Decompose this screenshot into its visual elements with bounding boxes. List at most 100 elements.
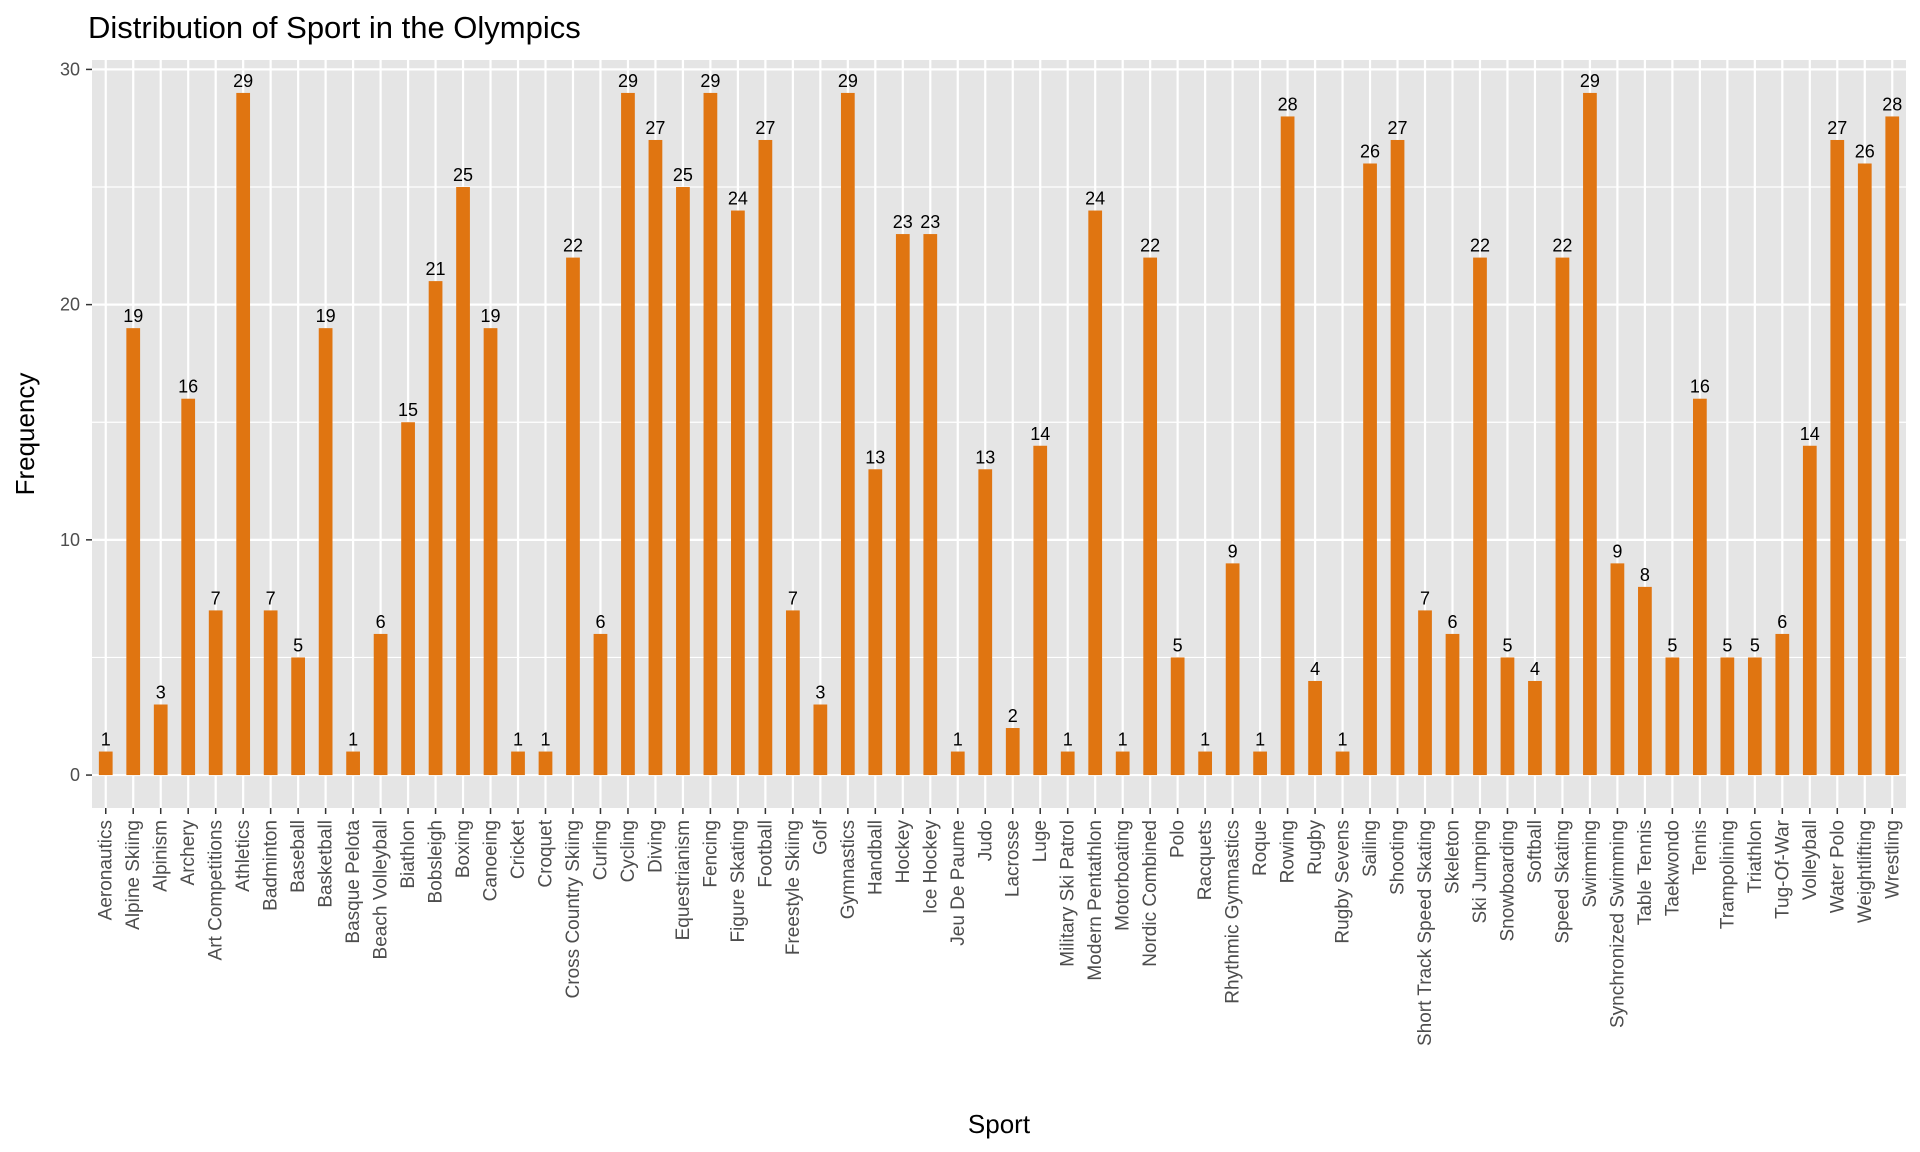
data-label: 28 (1882, 94, 1902, 114)
data-label: 23 (893, 212, 913, 232)
data-label: 7 (211, 588, 221, 608)
data-label: 23 (920, 212, 940, 232)
data-label: 26 (1855, 141, 1875, 161)
x-tick-label: Figure Skating (728, 820, 749, 943)
bars (98, 92, 1900, 776)
data-label: 5 (293, 635, 303, 655)
x-tick-label: Polo (1168, 820, 1189, 858)
bar (978, 469, 993, 776)
x-axis: Aeronautics Alpine Skiing Alpinism Archery A… (96, 808, 1903, 1046)
bar (1225, 563, 1240, 776)
data-label: 27 (755, 118, 775, 138)
bar (318, 328, 333, 776)
bar (1005, 728, 1020, 776)
bar (1033, 445, 1048, 776)
data-label: 5 (1173, 635, 1183, 655)
x-tick-label: Ski Jumping (1470, 820, 1491, 924)
bar (346, 751, 360, 776)
bar (703, 92, 718, 776)
data-label: 27 (1827, 118, 1847, 138)
x-tick-label: Hockey (893, 820, 914, 884)
data-label: 4 (1530, 659, 1540, 679)
bar (1473, 257, 1487, 776)
y-tick-label: 10 (60, 530, 80, 550)
data-label: 14 (1030, 424, 1050, 444)
bar (1885, 116, 1900, 776)
bar (1280, 116, 1295, 776)
data-label: 29 (233, 71, 253, 91)
x-tick-label: Taekwondo (1662, 820, 1683, 916)
x-tick-label: Equestrianism (673, 820, 694, 940)
data-label: 29 (838, 71, 858, 91)
bar (731, 210, 745, 776)
x-tick-label: Nordic Combined (1140, 820, 1161, 967)
y-axis: 0 10 20 30 (60, 59, 92, 785)
data-label: 8 (1640, 565, 1650, 585)
data-label: 6 (1447, 612, 1457, 632)
x-tick-label: Softball (1525, 820, 1546, 883)
data-label: 1 (540, 730, 550, 750)
y-axis-title: Frequency (10, 373, 40, 496)
data-label: 19 (481, 306, 501, 326)
x-tick-label: Shooting (1388, 820, 1409, 895)
x-tick-label: Trampolining (1717, 820, 1738, 929)
data-label: 7 (788, 588, 798, 608)
data-label: 6 (1777, 612, 1787, 632)
bar (1610, 563, 1625, 776)
bar (1638, 586, 1652, 776)
bar (1088, 210, 1103, 776)
bar (1747, 657, 1762, 776)
x-tick-label: Canoeing (481, 820, 502, 901)
bar (621, 92, 635, 776)
bar (1528, 680, 1542, 776)
bar (126, 328, 141, 776)
bar (868, 469, 883, 776)
data-label: 28 (1278, 94, 1298, 114)
x-tick-label: Rugby (1305, 820, 1326, 875)
bar (923, 234, 938, 776)
x-tick-label: Gymnastics (838, 820, 859, 919)
x-tick-label: Basketball (316, 820, 337, 908)
bar (566, 257, 580, 776)
data-label: 25 (673, 165, 693, 185)
data-label: 2 (1008, 706, 1018, 726)
data-label: 5 (1502, 635, 1512, 655)
x-tick-label: Short Track Speed Skating (1415, 820, 1436, 1046)
data-label: 16 (178, 377, 198, 397)
data-label: 27 (1388, 118, 1408, 138)
y-tick-label: 20 (60, 295, 80, 315)
data-label: 3 (156, 683, 166, 703)
bar (1775, 633, 1790, 776)
data-label: 1 (1200, 730, 1210, 750)
data-label: 1 (1255, 730, 1265, 750)
bar (1115, 751, 1130, 776)
bar (153, 704, 168, 776)
bar (208, 610, 223, 776)
bar (511, 751, 525, 776)
bar (1665, 657, 1680, 776)
bar (676, 187, 690, 776)
x-tick-label: Military Ski Patrol (1058, 820, 1079, 967)
data-label: 25 (453, 165, 473, 185)
x-tick-label: Roque (1250, 820, 1271, 876)
x-tick-label: Cricket (508, 819, 529, 879)
data-label: 24 (728, 189, 748, 209)
plot-panel (92, 60, 1906, 808)
data-label: 22 (563, 236, 583, 256)
data-label: 1 (101, 730, 111, 750)
bar (1335, 751, 1350, 776)
x-tick-label: Curling (590, 820, 611, 880)
data-label: 15 (398, 400, 418, 420)
data-label: 1 (1338, 730, 1348, 750)
bar (1857, 163, 1872, 776)
x-tick-label: Skeleton (1443, 820, 1464, 894)
x-tick-label: Art Competitions (206, 820, 227, 960)
bar (593, 633, 608, 776)
x-tick-label: Swimming (1580, 820, 1601, 908)
x-tick-label: Boxing (453, 820, 474, 878)
bar (813, 704, 828, 776)
bar (483, 328, 498, 776)
data-label: 19 (316, 306, 336, 326)
